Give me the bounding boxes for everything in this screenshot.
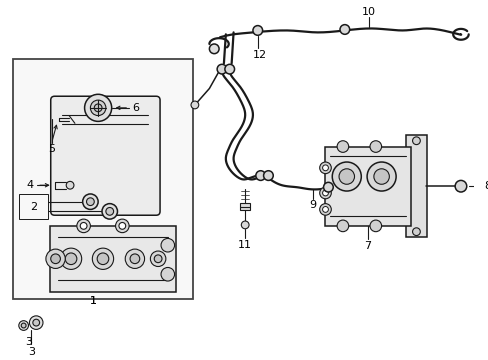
Circle shape [119,222,125,229]
Circle shape [130,254,140,264]
Circle shape [322,165,328,171]
Text: 6: 6 [132,103,139,113]
Bar [240,203,249,210]
Circle shape [61,248,81,269]
Text: 3: 3 [25,337,32,347]
Circle shape [322,190,328,196]
Circle shape [82,194,98,210]
Circle shape [21,323,26,328]
Text: 10: 10 [361,7,375,17]
Circle shape [33,319,40,326]
Circle shape [77,219,90,233]
Circle shape [331,162,361,191]
Bar [50,226,175,292]
Circle shape [161,267,174,281]
Circle shape [209,44,219,54]
Circle shape [97,253,108,265]
Circle shape [217,64,226,74]
Circle shape [319,162,331,174]
Text: 3: 3 [28,347,35,357]
Circle shape [29,316,43,329]
Circle shape [19,321,28,330]
Circle shape [65,253,77,265]
Bar [405,135,426,238]
Circle shape [94,104,102,112]
Bar [13,59,193,300]
Circle shape [336,141,348,152]
Circle shape [106,207,113,215]
Circle shape [125,249,144,269]
Circle shape [86,198,94,206]
Circle shape [66,181,74,189]
Text: 5: 5 [48,144,55,154]
Circle shape [412,137,420,145]
Bar [325,147,410,226]
Text: 4: 4 [27,180,34,190]
Circle shape [224,64,234,74]
Text: 7: 7 [364,241,371,251]
Circle shape [255,171,265,180]
Circle shape [373,169,388,184]
Text: 1: 1 [90,296,97,306]
Circle shape [369,141,381,152]
Circle shape [366,162,395,191]
Circle shape [92,248,113,269]
Text: 2: 2 [30,202,37,212]
Circle shape [319,187,331,199]
Circle shape [191,101,198,109]
Circle shape [80,222,87,229]
Text: 11: 11 [238,240,252,250]
Circle shape [51,254,61,264]
Circle shape [150,251,165,266]
Circle shape [263,171,273,180]
Circle shape [319,204,331,215]
Circle shape [90,100,106,116]
Circle shape [161,238,174,252]
Text: 12: 12 [252,50,266,60]
FancyBboxPatch shape [51,96,160,215]
Circle shape [84,94,111,121]
Circle shape [336,220,348,232]
Circle shape [338,169,354,184]
Circle shape [115,219,129,233]
Bar [19,194,48,219]
Circle shape [454,180,466,192]
Circle shape [369,220,381,232]
Text: 8: 8 [484,181,488,191]
Circle shape [323,182,332,192]
Circle shape [412,228,420,235]
Circle shape [154,255,162,263]
Circle shape [102,204,117,219]
Circle shape [322,207,328,212]
Circle shape [241,221,248,229]
Circle shape [252,26,262,35]
Text: 1: 1 [90,296,97,306]
Text: 9: 9 [309,199,316,210]
Circle shape [46,249,65,269]
Circle shape [339,24,349,34]
